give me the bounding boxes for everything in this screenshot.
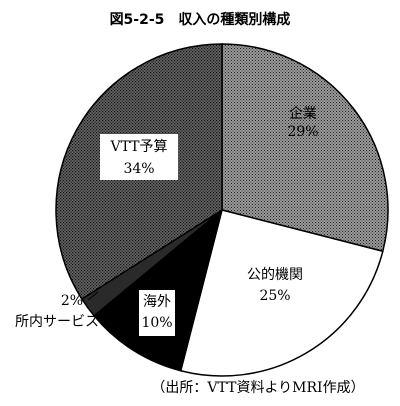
label-box-vtt: [100, 134, 178, 180]
source-note: （出所：VTT資料よりMRI作成）: [151, 380, 364, 396]
slice-kigyo: [221, 43, 389, 253]
slice-value-koteki: 25%: [259, 288, 290, 304]
slice-koteki: [179, 209, 384, 377]
slice-value-kigyo: 29%: [287, 124, 318, 140]
pie-slices: [55, 43, 389, 377]
slice-label-vtt: VTT予算: [109, 139, 167, 155]
slice-label-kigyo: 企業: [289, 105, 317, 122]
slice-value-shonai: 2%: [61, 293, 83, 309]
slice-value-vtt: 34%: [123, 161, 154, 177]
slice-value-kaigai: 10%: [141, 315, 172, 331]
label-box-kaigai: [139, 290, 175, 336]
chart-title: 図5-2-5 収入の種類別構成: [110, 11, 291, 28]
slice-label-shonai: 所内サービス: [15, 314, 99, 330]
slice-label-kaigai: 海外: [143, 294, 171, 310]
slice-label-koteki: 公的機関: [247, 267, 303, 283]
leader-line-shonai: [87, 291, 99, 301]
